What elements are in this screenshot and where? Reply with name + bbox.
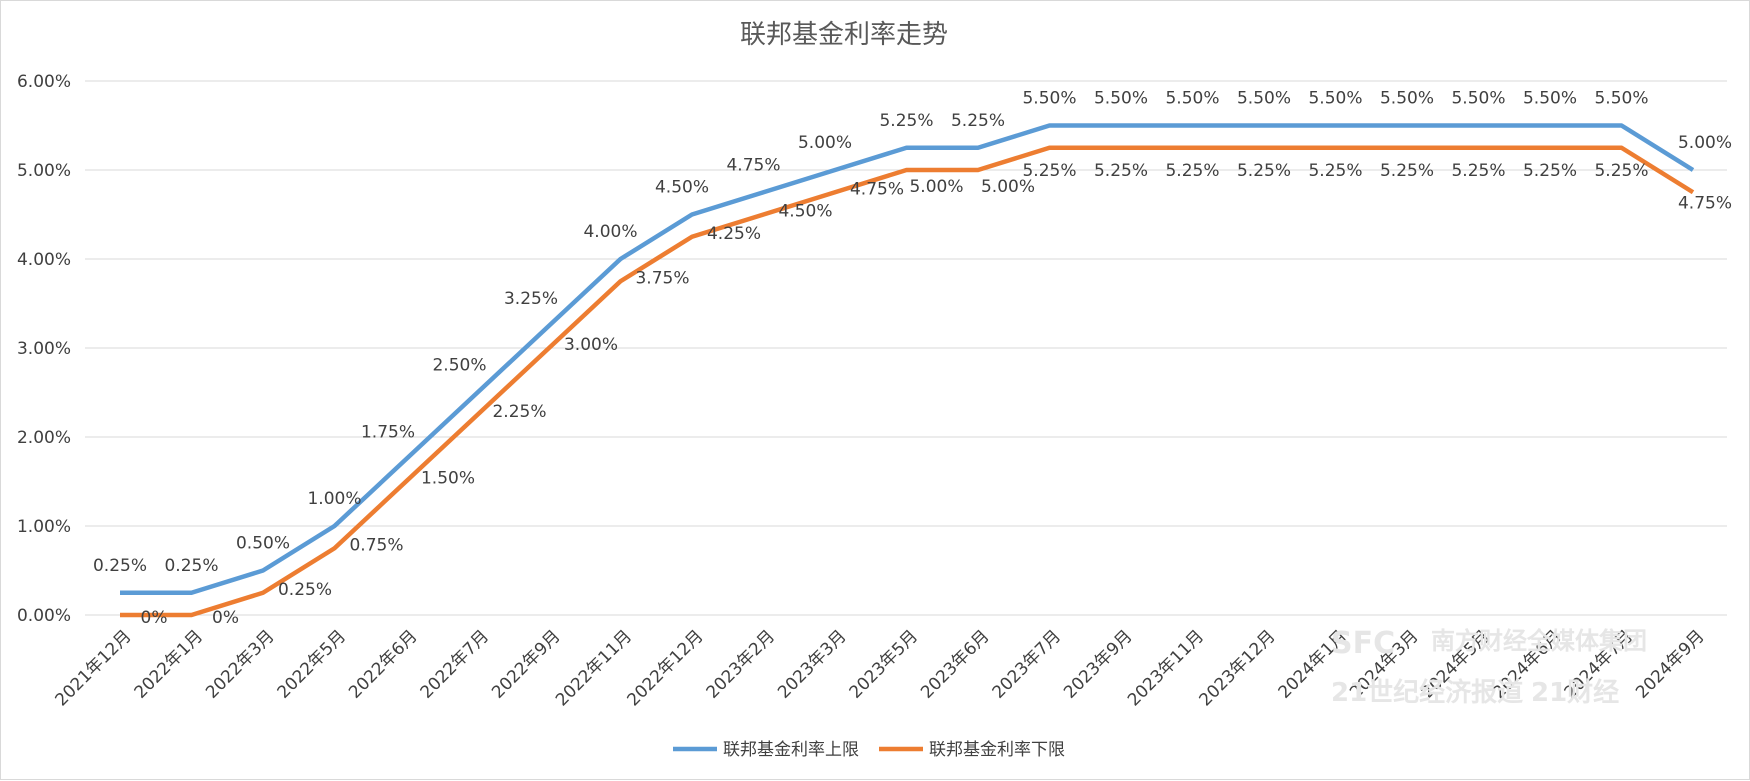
data-label: 5.25% — [1022, 161, 1076, 181]
legend-label: 联邦基金利率上限 — [723, 740, 859, 760]
y-tick-label: 2.00% — [17, 428, 71, 448]
watermark: SFC 南方财经全媒体集团 21世纪经济报道 21财经 — [1331, 626, 1647, 708]
data-label: 1.00% — [307, 489, 361, 509]
data-label: 3.25% — [504, 289, 558, 309]
data-label: 5.25% — [951, 111, 1005, 131]
y-tick-label: 6.00% — [17, 72, 71, 92]
x-tick-label: 2023年7月 — [989, 626, 1065, 702]
x-tick-label: 2022年5月 — [274, 626, 350, 702]
x-tick-label: 2023年11月 — [1124, 626, 1208, 710]
x-tick-label: 2022年12月 — [623, 626, 707, 710]
data-label: 1.75% — [361, 422, 415, 442]
data-label: 0.25% — [164, 556, 218, 576]
data-label: 5.25% — [1451, 161, 1505, 181]
data-label: 0% — [141, 608, 168, 628]
data-label: 5.25% — [1308, 161, 1362, 181]
x-tick-label: 2022年6月 — [345, 626, 421, 702]
data-label: 5.00% — [909, 177, 963, 197]
data-label: 4.50% — [655, 178, 709, 198]
data-label: 4.75% — [1678, 193, 1732, 213]
data-label: 5.25% — [1165, 161, 1219, 181]
x-tick-label: 2023年12月 — [1195, 626, 1279, 710]
data-label: 3.75% — [635, 268, 689, 288]
data-label: 5.50% — [1237, 89, 1291, 109]
data-label: 4.50% — [778, 202, 832, 222]
data-label: 5.25% — [1094, 161, 1148, 181]
data-label: 5.25% — [1594, 161, 1648, 181]
data-label: 5.50% — [1094, 89, 1148, 109]
data-label: 4.25% — [707, 224, 761, 244]
y-tick-label: 0.00% — [17, 606, 71, 626]
data-label: 4.75% — [850, 179, 904, 199]
y-tick-label: 5.00% — [17, 161, 71, 181]
x-tick-label: 2021年12月 — [51, 626, 135, 710]
data-label: 5.00% — [981, 177, 1035, 197]
watermark-group-name: 南方财经全媒体集团 — [1431, 627, 1647, 655]
data-label: 5.50% — [1308, 89, 1362, 109]
data-label: 0.75% — [349, 535, 403, 555]
series-lines — [120, 123, 1695, 618]
x-tick-label: 2022年7月 — [417, 626, 493, 702]
data-label: 2.50% — [432, 356, 486, 376]
y-tick-label: 3.00% — [17, 339, 71, 359]
data-label: 5.50% — [1380, 89, 1434, 109]
y-tick-label: 1.00% — [17, 517, 71, 537]
x-tick-label: 2022年11月 — [552, 626, 636, 710]
data-label: 5.50% — [1165, 89, 1219, 109]
data-label: 0% — [212, 608, 239, 628]
data-label: 5.50% — [1523, 89, 1577, 109]
data-label: 0.25% — [278, 580, 332, 600]
data-labels: 0.25% 0.25% 0.50% 1.00% 1.75% 2.50% 3.25% 4.00%… — [93, 89, 1732, 629]
data-label: 5.50% — [1022, 89, 1076, 109]
series-line-lower — [120, 145, 1695, 618]
data-label: 0.25% — [93, 556, 147, 576]
legend: 联邦基金利率上限 联邦基金利率下限 — [673, 740, 1065, 760]
data-label: 5.50% — [1594, 89, 1648, 109]
x-tick-label: 2022年1月 — [131, 626, 207, 702]
watermark-brand: 21财经 — [1531, 677, 1619, 708]
x-tick-label: 2023年3月 — [774, 626, 850, 702]
x-tick-label: 2023年9月 — [1060, 626, 1136, 702]
data-label: 3.00% — [564, 335, 618, 355]
data-label: 4.00% — [583, 222, 637, 242]
legend-label: 联邦基金利率下限 — [929, 740, 1065, 760]
watermark-logo: SFC — [1331, 626, 1395, 661]
data-label: 5.25% — [1523, 161, 1577, 181]
data-label: 5.25% — [1237, 161, 1291, 181]
data-label: 5.25% — [879, 111, 933, 131]
x-tick-label: 2023年5月 — [846, 626, 922, 702]
data-label: 5.00% — [1678, 133, 1732, 153]
data-label: 1.50% — [421, 469, 475, 489]
x-tick-label: 2022年3月 — [202, 626, 278, 702]
data-label: 4.75% — [726, 155, 780, 175]
y-axis: 0.00% 1.00% 2.00% 3.00% 4.00% 5.00% 6.00% — [17, 72, 71, 626]
data-label: 0.50% — [236, 534, 290, 554]
chart-title: 联邦基金利率走势 — [740, 20, 948, 50]
y-tick-label: 4.00% — [17, 250, 71, 270]
watermark-newspaper: 21世纪经济报道 — [1331, 677, 1523, 708]
data-label: 5.50% — [1451, 89, 1505, 109]
x-tick-label: 2022年9月 — [488, 626, 564, 702]
data-label: 5.00% — [798, 133, 852, 153]
data-label: 2.25% — [492, 402, 546, 422]
x-tick-label: 2023年2月 — [703, 626, 779, 702]
data-label: 5.25% — [1380, 161, 1434, 181]
series-line-upper — [120, 123, 1695, 595]
x-tick-label: 2023年6月 — [917, 626, 993, 702]
